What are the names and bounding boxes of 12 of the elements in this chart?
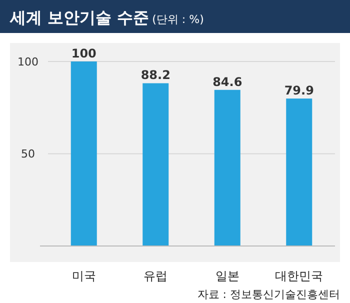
- chart-title: 세계 보안기술 수준: [10, 8, 150, 27]
- chart-subtitle: (단위 : %): [152, 13, 204, 26]
- x-tick-label: 대한민국: [275, 269, 324, 283]
- y-tick-label: 50: [21, 148, 35, 161]
- x-tick-label: 일본: [215, 269, 240, 283]
- data-label: 100: [71, 46, 96, 60]
- data-label: 88.2: [140, 68, 170, 82]
- data-label: 79.9: [284, 84, 314, 98]
- x-tick-label: 유럽: [144, 269, 168, 283]
- x-tick-label: 미국: [72, 269, 96, 283]
- data-label: 84.6: [212, 74, 242, 89]
- text: 자료 : 정보통신기술진흥센터: [197, 288, 340, 301]
